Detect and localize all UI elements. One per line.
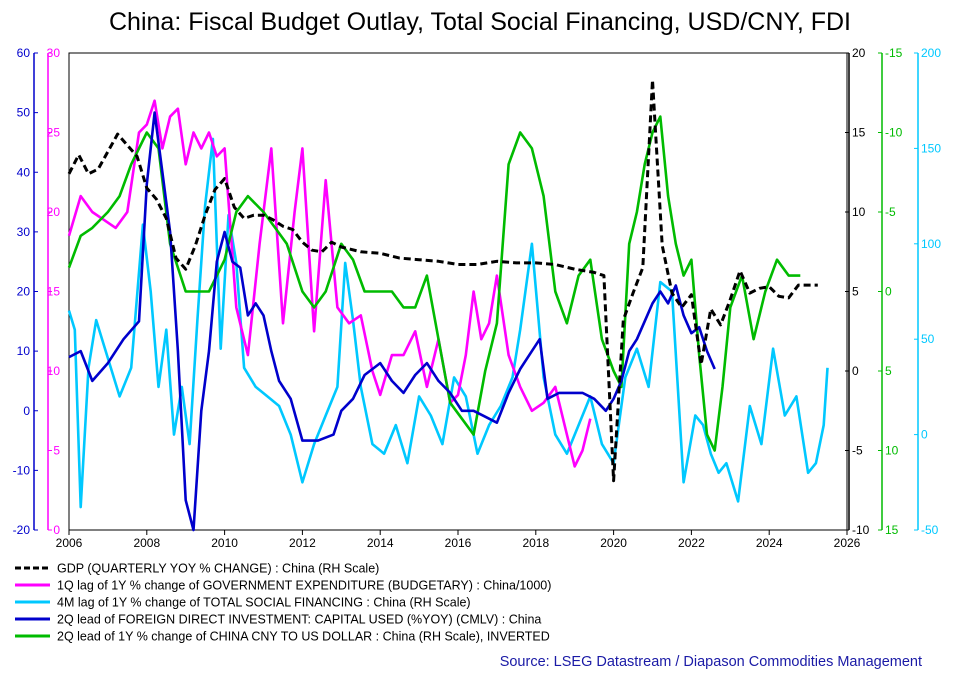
x-tick-label: 2014 [367, 536, 394, 550]
axis-right_gdp: -10 -5 0 5 10 15 20 [845, 46, 870, 537]
y-tick-label: 15 [47, 285, 61, 299]
x-tick-label: 2008 [133, 536, 160, 550]
y-tick-label: 5 [852, 285, 859, 299]
legend-label: 2Q lead of FOREIGN DIRECT INVESTMENT: CA… [57, 613, 541, 627]
legend-label: 1Q lag of 1Y % change of GOVERNMENT EXPE… [57, 579, 551, 593]
y-tick-label: 10 [17, 344, 31, 358]
y-tick-label: 50 [17, 106, 31, 120]
x-tick-label: 2006 [56, 536, 83, 550]
axis-left_exp: 0 5 10 15 20 25 30 [47, 46, 61, 537]
chart-title: China: Fiscal Budget Outlay, Total Socia… [109, 8, 851, 36]
x-tick-label: 2016 [445, 536, 472, 550]
y-tick-label: 150 [921, 141, 941, 155]
y-tick-label: -20 [13, 523, 31, 537]
y-tick-label: 25 [47, 126, 61, 140]
y-tick-label: 50 [921, 332, 935, 346]
y-tick-label: -10 [13, 463, 31, 477]
legend: GDP (QUARTERLY YOY % CHANGE) : China (RH… [15, 562, 551, 644]
x-tick-label: 2024 [756, 536, 783, 550]
series-line-4 [67, 115, 801, 452]
y-tick-label: 10 [885, 444, 899, 458]
y-tick-label: -50 [921, 523, 939, 537]
legend-label: 2Q lead of 1Y % change of CHINA CNY TO U… [57, 630, 550, 644]
y-tick-label: 20 [47, 205, 61, 219]
y-tick-label: 0 [921, 428, 928, 442]
y-tick-label: 10 [47, 364, 61, 378]
x-tick-label: 2026 [834, 536, 861, 550]
y-tick-label: -5 [885, 205, 896, 219]
series-layer [67, 78, 829, 532]
axes-layer: 2006 2008 2010 2012 2014 2016 2018 2020 2022 2024… [13, 46, 942, 550]
y-tick-label: 15 [852, 126, 866, 140]
y-tick-label: 60 [17, 46, 31, 60]
y-tick-label: 10 [852, 205, 866, 219]
axis-right_tsf: -50 0 50 100 150 200 [914, 46, 941, 537]
series-line-0 [67, 78, 818, 483]
y-tick-label: 0 [23, 404, 30, 418]
y-tick-label: 30 [17, 225, 31, 239]
x-tick-label: 2022 [678, 536, 705, 550]
axis-right_cny: 15 10 5 0 -5 -10 -15 [878, 46, 903, 537]
series-line-2 [67, 137, 829, 509]
x-tick-label: 2018 [522, 536, 549, 550]
series-line-3 [68, 111, 716, 532]
x-tick-label: 2012 [289, 536, 316, 550]
y-tick-label: -15 [885, 46, 903, 60]
y-tick-label: -5 [852, 444, 863, 458]
y-tick-label: 40 [17, 165, 31, 179]
y-tick-label: 5 [885, 364, 892, 378]
legend-label: GDP (QUARTERLY YOY % CHANGE) : China (RH… [57, 562, 379, 576]
y-tick-label: 200 [921, 46, 941, 60]
y-tick-label: 100 [921, 237, 941, 251]
y-tick-label: 0 [885, 285, 892, 299]
series-line-1 [67, 99, 592, 468]
y-tick-label: -10 [885, 126, 903, 140]
y-tick-label: 30 [47, 46, 61, 60]
source-note: Source: LSEG Datastream / Diapason Commo… [500, 654, 922, 670]
y-tick-label: -10 [852, 523, 870, 537]
x-tick-label: 2020 [600, 536, 627, 550]
x-tick-label: 2010 [211, 536, 238, 550]
axis-left_fdi: -20 -10 0 10 20 30 40 50 60 [13, 46, 38, 537]
y-tick-label: 0 [852, 364, 859, 378]
legend-label: 4M lag of 1Y % change of TOTAL SOCIAL FI… [57, 596, 471, 610]
y-tick-label: 20 [852, 46, 866, 60]
y-tick-label: 20 [17, 285, 31, 299]
y-tick-label: 5 [53, 444, 60, 458]
y-tick-label: 15 [885, 523, 899, 537]
y-tick-label: 0 [53, 523, 60, 537]
